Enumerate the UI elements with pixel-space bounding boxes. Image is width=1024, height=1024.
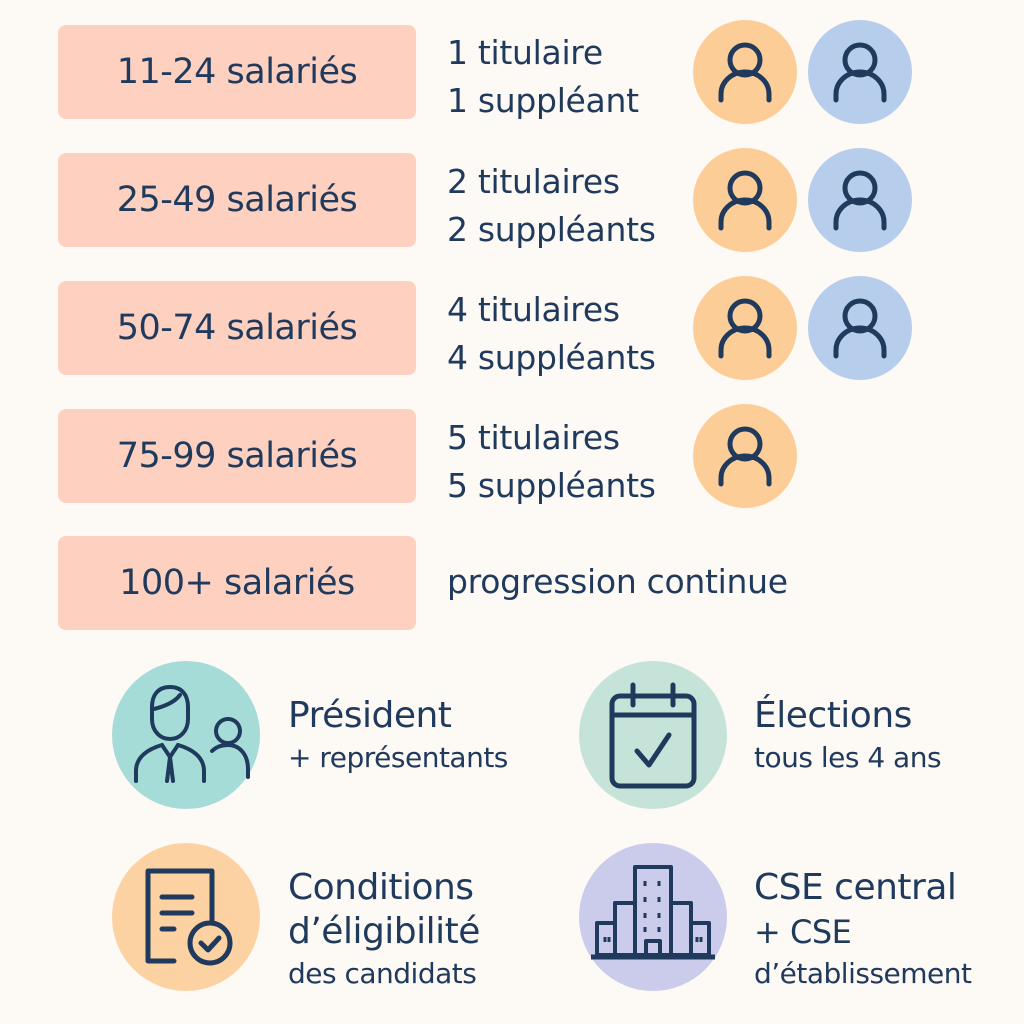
person-icon <box>808 20 912 124</box>
feature-conditions: Conditions d’éligibilité des candidats <box>288 866 480 994</box>
titulaires-text: 5 titulaires <box>447 418 620 457</box>
progression-text: progression continue <box>447 562 788 601</box>
suppleants-text: 5 suppléants <box>447 466 656 505</box>
feature-subtitle: tous les 4 ans <box>754 741 942 774</box>
titulaires-text: 4 titulaires <box>447 290 620 329</box>
person-icon <box>693 20 797 124</box>
range-label: 75-99 salariés <box>58 409 416 503</box>
people-icon <box>112 661 260 809</box>
document-check-icon <box>112 843 260 991</box>
person-icon <box>808 276 912 380</box>
feature-cse: CSE central + CSE d’établissement <box>754 866 972 994</box>
feature-title: d’éligibilité <box>288 911 480 952</box>
seat-count: 4 titulaires 4 suppléants <box>447 286 656 382</box>
suppleants-text: 2 suppléants <box>447 210 656 249</box>
calendar-check-icon <box>579 661 727 809</box>
range-label: 11-24 salariés <box>58 25 416 119</box>
titulaires-text: 1 titulaire <box>447 33 603 72</box>
seat-count: 5 titulaires 5 suppléants <box>447 414 656 510</box>
feature-subtitle: + représentants <box>288 741 508 774</box>
feature-president: Président + représentants <box>288 694 508 778</box>
titulaires-text: 2 titulaires <box>447 162 620 201</box>
feature-subtitle: des candidats <box>288 957 477 990</box>
building-icon <box>579 843 727 991</box>
person-icon <box>693 276 797 380</box>
feature-title: Conditions <box>288 867 474 908</box>
suppleants-text: 4 suppléants <box>447 338 656 377</box>
suppleants-text: 1 suppléant <box>447 81 639 120</box>
range-label: 50-74 salariés <box>58 281 416 375</box>
feature-subtitle: d’établissement <box>754 957 972 990</box>
feature-title: + CSE <box>754 913 852 951</box>
person-icon <box>808 148 912 252</box>
person-icon <box>693 404 797 508</box>
person-icon <box>693 148 797 252</box>
feature-title: CSE central <box>754 867 957 908</box>
range-label: 100+ salariés <box>58 536 416 630</box>
seat-count: 1 titulaire 1 suppléant <box>447 29 639 125</box>
seat-count: 2 titulaires 2 suppléants <box>447 158 656 254</box>
feature-elections: Élections tous les 4 ans <box>754 694 942 778</box>
feature-title: Élections <box>754 695 912 736</box>
feature-title: Président <box>288 695 452 736</box>
range-label: 25-49 salariés <box>58 153 416 247</box>
